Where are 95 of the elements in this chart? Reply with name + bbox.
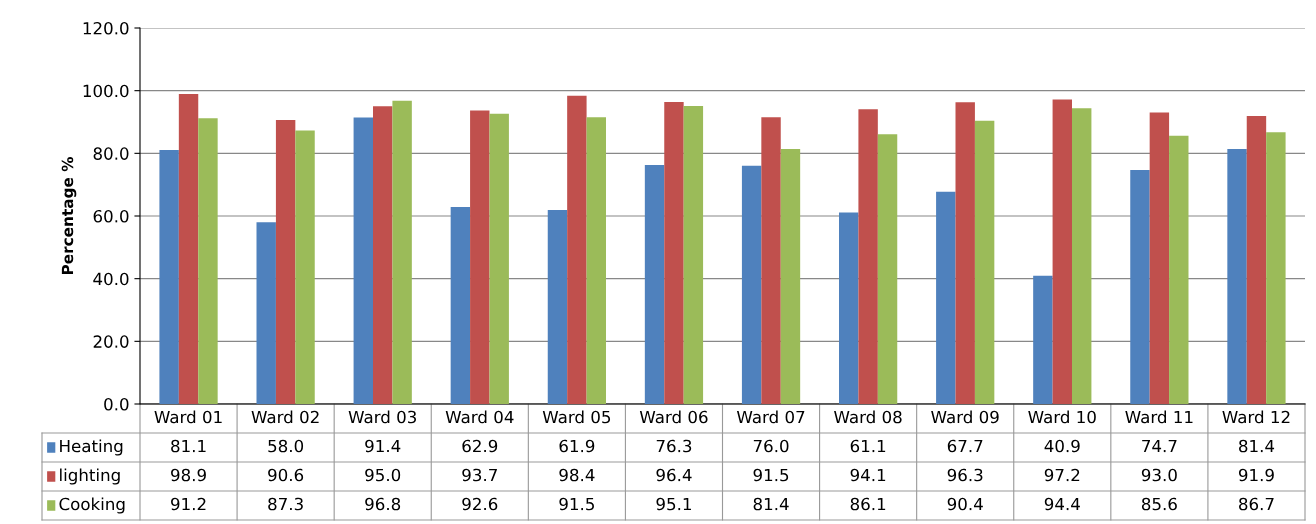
bar [683, 106, 704, 404]
bar [275, 120, 296, 404]
bar [178, 94, 199, 404]
bar [256, 222, 276, 404]
bar [470, 110, 490, 404]
bar [1052, 99, 1072, 404]
data-label: 91.5 [753, 468, 789, 482]
bar [1033, 275, 1053, 404]
data-label: 93.7 [462, 468, 497, 482]
bar [392, 100, 412, 404]
data-label: 91.9 [1238, 468, 1274, 482]
x-tick-label: Ward 08 [834, 410, 902, 424]
data-label: 85.6 [1141, 497, 1177, 511]
bar [295, 130, 315, 404]
x-tick-label: Ward 04 [445, 410, 514, 424]
data-label: 94.1 [850, 468, 886, 482]
data-label: 87.3 [268, 497, 303, 511]
data-label: 86.7 [1239, 497, 1274, 511]
data-label: 95.1 [656, 497, 691, 511]
data-label: 96.3 [947, 468, 983, 482]
data-label: 61.1 [850, 439, 886, 453]
data-label: 76.3 [656, 439, 692, 453]
bar [567, 95, 587, 404]
bar [1266, 132, 1286, 404]
bar [877, 134, 898, 404]
bar [955, 102, 975, 404]
bar [936, 191, 956, 404]
y-tick-label: 20.0 [93, 335, 129, 348]
data-label: 90.4 [947, 497, 983, 511]
data-label: 81.4 [753, 497, 789, 511]
bar [489, 113, 509, 404]
x-tick-label: Ward 03 [348, 410, 417, 424]
data-label: 81.4 [1239, 439, 1275, 453]
x-tick-label: Ward 07 [736, 410, 805, 424]
data-label: 90.6 [268, 468, 304, 482]
x-tick-label: Ward 06 [639, 410, 708, 424]
bar [586, 117, 606, 404]
data-label: 98.4 [559, 468, 595, 482]
bar [373, 106, 393, 404]
legend-label: Cooking [59, 497, 125, 514]
y-tick-label: 80.0 [93, 147, 129, 160]
x-tick-label: Ward 09 [931, 410, 999, 424]
bar [839, 212, 859, 404]
data-label: 91.2 [171, 497, 206, 511]
bar [974, 120, 995, 404]
x-tick-label: Ward 01 [154, 410, 222, 424]
data-label: 96.8 [365, 497, 401, 511]
bar [761, 117, 781, 404]
bar [1130, 169, 1150, 404]
bar [198, 118, 218, 404]
x-tick-label: Ward 12 [1222, 410, 1290, 424]
bar [1072, 108, 1092, 404]
x-tick-label: Ward 05 [542, 410, 611, 424]
data-label: 74.7 [1142, 439, 1177, 453]
y-tick-label: 120.0 [83, 21, 129, 35]
data-label: 95.0 [365, 468, 401, 482]
data-label: 58.0 [268, 439, 304, 453]
data-label: 86.1 [850, 497, 886, 511]
data-label: 98.9 [171, 468, 206, 482]
y-tick-label: 100.0 [83, 84, 129, 98]
bar [858, 109, 878, 404]
data-label: 81.1 [171, 439, 206, 453]
x-tick-label: Ward 02 [251, 410, 319, 424]
data-label: 96.4 [656, 468, 692, 482]
data-label: 93.0 [1141, 468, 1177, 482]
data-label: 40.9 [1044, 439, 1080, 453]
bar [1246, 116, 1267, 404]
bar [1227, 148, 1247, 404]
bar [644, 164, 665, 404]
bar [741, 165, 762, 404]
y-tick-label: 40.0 [93, 272, 129, 286]
y-tick-label: 60.0 [93, 209, 129, 223]
x-tick-label: Ward 10 [1028, 410, 1096, 424]
data-label: 94.4 [1044, 497, 1080, 511]
data-label: 62.9 [462, 439, 498, 453]
bar [1169, 135, 1189, 404]
legend-label: Heating [60, 439, 123, 456]
data-label: 67.7 [947, 439, 983, 453]
bar [1149, 112, 1170, 404]
data-label: 97.2 [1044, 468, 1080, 482]
legend-label: lighting [60, 468, 120, 485]
data-label: 91.4 [365, 439, 401, 453]
bar [664, 101, 684, 404]
bar [159, 149, 179, 404]
y-tick-label: 0.0 [104, 397, 129, 411]
data-label: 61.9 [559, 439, 595, 453]
bar [353, 117, 373, 404]
y-axis-title: Percentage % [61, 157, 77, 275]
x-tick-label: Ward 11 [1125, 410, 1193, 424]
bar [780, 148, 801, 404]
bar [450, 206, 471, 404]
data-label: 91.5 [559, 497, 594, 511]
data-label: 92.6 [462, 497, 498, 511]
bar [547, 210, 568, 404]
data-label: 76.0 [753, 439, 789, 453]
